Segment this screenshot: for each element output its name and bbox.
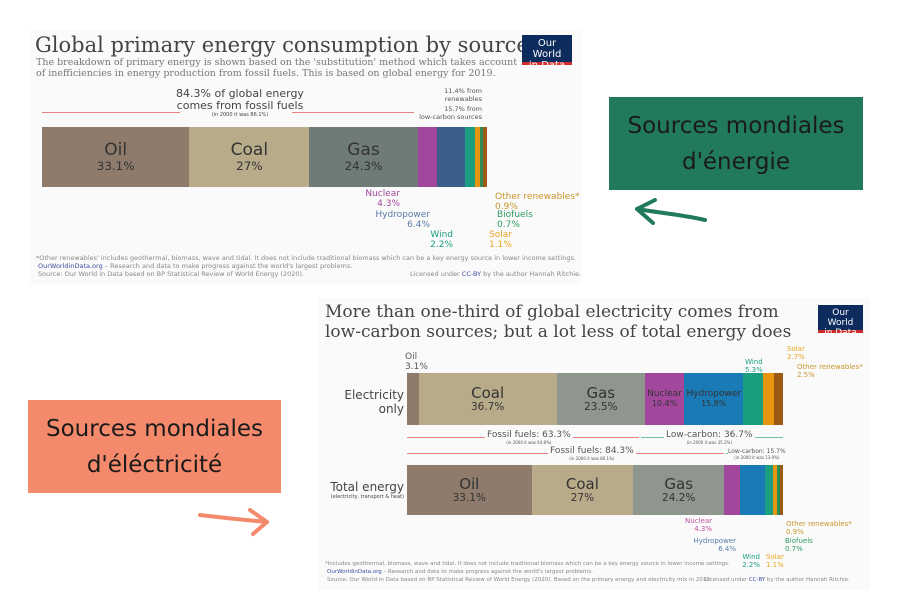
bar-segment-biofuels — [776, 465, 780, 515]
total-label-solar: Solar 1.1% — [766, 553, 784, 569]
segment-name: Coal — [565, 474, 599, 493]
segment-name: Hydropower — [686, 389, 742, 399]
label-wind: Wind 2.2% — [430, 230, 453, 250]
segment-value: 24.3% — [344, 158, 383, 173]
bar-segment-wind — [465, 127, 475, 187]
cc-by-link[interactable]: CC-BY — [461, 270, 482, 278]
segment-name: Gas — [347, 139, 380, 160]
total-label-other: Other renewables* 0.9% — [786, 520, 852, 536]
chart1-title: Global primary energy consumption by sou… — [35, 33, 529, 57]
bar-segment-solar — [763, 373, 774, 425]
bar-segment-solar — [474, 127, 480, 187]
owid-logo: Our World in Data — [818, 305, 863, 338]
chart1-owid: OurWorldinData.org – Research and data t… — [38, 262, 353, 270]
label-solar: Solar 1.1% — [489, 230, 512, 250]
segment-name: Oil — [104, 139, 128, 160]
segment-name: Nuclear — [647, 389, 682, 399]
owid-logo: Our World in Data — [522, 35, 572, 71]
bar-segment-solar — [772, 465, 777, 515]
bar-segment-hydropower — [436, 127, 466, 187]
segment-name: Coal — [471, 383, 505, 402]
segment-value: 27% — [236, 158, 263, 173]
chart1-license: Licensed under CC-BY by the author Hanna… — [410, 270, 582, 278]
bar-segment-gas: Gas 23.5% — [556, 373, 645, 425]
bar-segment-oil — [407, 373, 419, 425]
segment-value: 33.1% — [452, 491, 486, 504]
electricity-stacked-bar: Coal 36.7% Gas 23.5% Nuclear 10.4% Hydropower 1… — [407, 373, 783, 425]
elec-fossil-annotation: Fossil fuels: 63.3% (in 2000 it was 64.8%… — [485, 430, 573, 445]
segment-value: 33.1% — [96, 158, 135, 173]
bar-segment-other-renewables — [482, 127, 487, 187]
owid-link[interactable]: OurWorldinData.org — [327, 569, 382, 575]
label-nuclear: Nuclear 4.3% — [365, 189, 400, 209]
energy-sources-label-box: Sources mondiales d'énergie — [609, 97, 863, 190]
bar-segment-gas: Gas 24.3% — [309, 127, 418, 187]
fossil-annotation: 84.3% of global energy comes from fossil … — [176, 87, 304, 119]
segment-value: 36.7% — [470, 400, 505, 413]
row-label-electricity: Electricity only — [344, 388, 404, 416]
segment-name: Coal — [230, 139, 269, 160]
total-lowcarbon-annotation: Low-carbon: 15.7% (in 2000 it was 13.9%) — [728, 448, 786, 460]
segment-value: 24.2% — [662, 491, 696, 504]
chart2-footnote: *Includes geothermal, biomass, wave and … — [325, 561, 730, 567]
bar-segment-nuclear — [724, 465, 741, 515]
elec-label-other: Other renewables* 2.5% — [797, 363, 863, 379]
elec-label-solar: Solar 2.7% — [787, 345, 805, 361]
bar-segment-biofuels — [479, 127, 483, 187]
bar-segment-oil: Oil 33.1% — [42, 127, 190, 187]
total-fossil-annotation: Fossil fuels: 84.3% (in 2000 it was 86.1%… — [548, 446, 636, 461]
chart2-title: More than one-third of global electricit… — [325, 302, 792, 342]
bar-segment-other-renewables — [773, 373, 783, 425]
bar-segment-hydropower — [740, 465, 765, 515]
bar-segment-nuclear: Nuclear 10.4% — [644, 373, 685, 425]
electricity-sources-label-box: Sources mondiales d'éléctricité — [28, 400, 281, 493]
segment-name: Gas — [586, 383, 616, 402]
fossil-line-right — [292, 112, 414, 113]
segment-value: 15.8% — [701, 399, 727, 408]
bar-segment-hydropower: Hydropower 15.8% — [684, 373, 744, 425]
cc-by-link[interactable]: CC-BY — [748, 577, 766, 583]
chart2-owid: OurWorldinData.org – Research and data t… — [327, 569, 593, 575]
bar-segment-nuclear — [417, 127, 437, 187]
bar-segment-coal: Coal 27% — [531, 465, 634, 515]
total-energy-stacked-bar: Oil 33.1% Coal 27% Gas 24.2% — [407, 465, 783, 515]
bar-segment-wind — [743, 373, 764, 425]
elec-label-oil: Oil 3.1% — [405, 352, 428, 372]
bar-segment-other-renewables — [779, 465, 783, 515]
chart2-source: Source: Our World in Data based on BP St… — [327, 577, 712, 583]
lowcarbon-annotation: 15.7% from low-carbon sources — [419, 105, 482, 121]
elec-label-wind: Wind 5.3% — [745, 358, 763, 374]
segment-value: 23.5% — [584, 400, 618, 413]
total-label-nuclear: Nuclear 4.3% — [685, 517, 712, 533]
segment-value: 10.4% — [651, 399, 678, 408]
segment-name: Gas — [664, 474, 694, 493]
segment-name: Oil — [459, 474, 480, 493]
chart2-license: Licensed under CC-BY by the author Hanna… — [705, 577, 850, 583]
energy-stacked-bar: Oil 33.1% Coal 27% Gas 24.3% — [42, 127, 487, 187]
bar-segment-wind — [764, 465, 773, 515]
total-label-hydropower: Hydropower 6.4% — [693, 537, 737, 553]
label-hydropower: Hydropower 6.4% — [375, 210, 430, 230]
chart1-source: Source: Our World in Data based on BP St… — [38, 270, 305, 278]
renewables-annotation: 11.4% from renewables — [444, 87, 482, 103]
elec-lowcarbon-annotation: Low-carbon: 36.7% (in 2000 it was 35.2%) — [664, 430, 755, 445]
label-biofuels: Biofuels 0.7% — [497, 210, 533, 230]
total-label-biofuels: Biofuels 0.7% — [785, 537, 813, 553]
arrow-left-icon — [635, 198, 707, 225]
row-label-total-energy: Total energy (electricity, transport & he… — [330, 480, 404, 501]
bar-segment-oil: Oil 33.1% — [407, 465, 532, 515]
bar-segment-coal: Coal 27% — [189, 127, 310, 187]
label-other-renewables: Other renewables* 0.9% — [495, 192, 580, 212]
fossil-line-left — [42, 112, 180, 113]
arrow-right-icon — [198, 508, 269, 536]
chart1-footnote: *Other renewables' includes geothermal, … — [36, 254, 576, 262]
total-label-wind: Wind 2.2% — [742, 553, 760, 569]
owid-link[interactable]: OurWorldinData.org — [38, 262, 103, 270]
segment-value: 27% — [570, 491, 595, 504]
chart1-subtitle: The breakdown of primary energy is shown… — [36, 57, 518, 79]
bar-segment-coal: Coal 36.7% — [418, 373, 557, 425]
bar-segment-gas: Gas 24.2% — [633, 465, 725, 515]
chart-electricity-panel — [318, 298, 870, 590]
